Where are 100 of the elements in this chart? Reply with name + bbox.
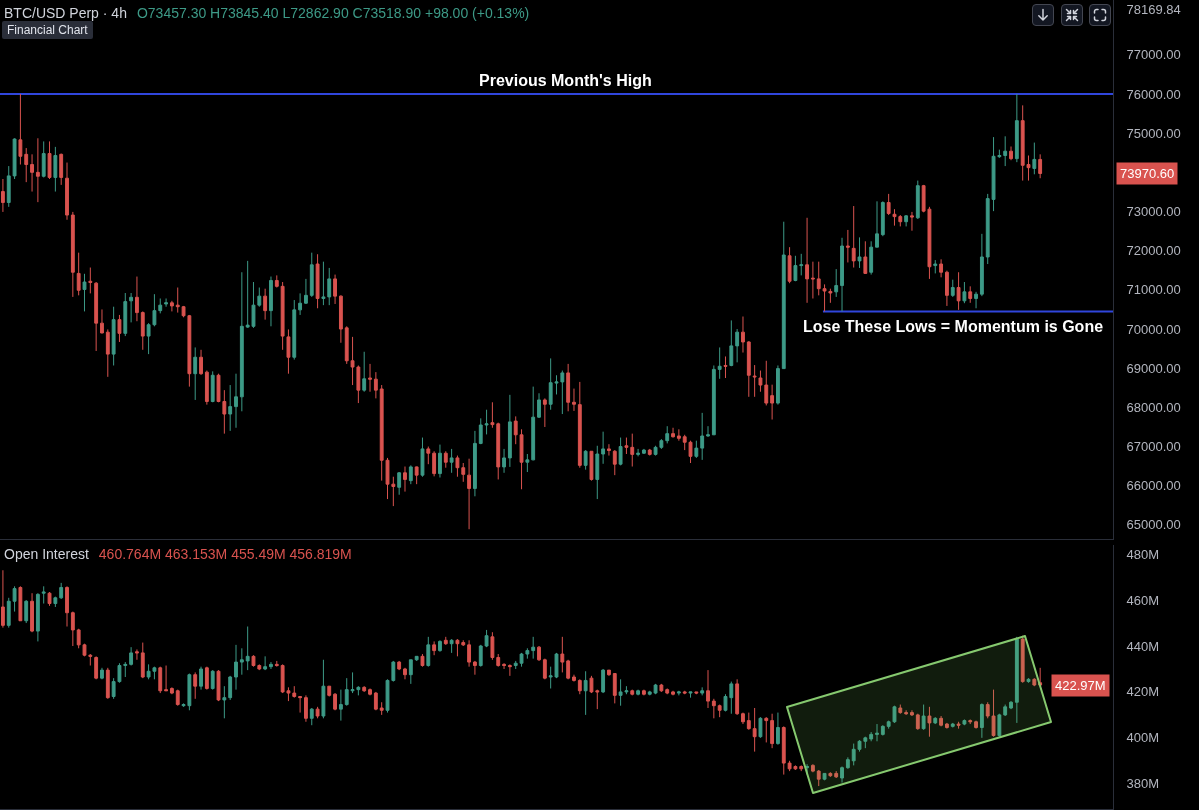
candlestick xyxy=(502,662,506,670)
candlestick xyxy=(490,631,495,661)
candlestick xyxy=(636,689,641,695)
candlestick xyxy=(956,271,961,311)
candlestick xyxy=(76,252,81,296)
candlestick xyxy=(274,660,279,668)
candlestick xyxy=(65,585,69,627)
candlestick xyxy=(647,449,652,457)
candlestick xyxy=(65,162,69,221)
candlestick xyxy=(0,569,5,629)
candlestick xyxy=(898,704,903,715)
candlestick xyxy=(234,644,238,691)
candlestick xyxy=(59,153,64,186)
candlestick xyxy=(636,448,641,457)
candlestick xyxy=(426,636,431,668)
candlestick xyxy=(688,691,693,699)
candlestick xyxy=(752,707,757,753)
candlestick xyxy=(531,636,536,660)
candlestick xyxy=(234,373,238,429)
candlestick xyxy=(723,355,728,379)
candlestick xyxy=(595,445,600,500)
candlestick xyxy=(362,686,367,693)
candlestick xyxy=(531,386,536,461)
candlestick xyxy=(263,288,268,321)
candlestick xyxy=(601,668,606,694)
candlestick xyxy=(507,394,512,468)
candlestick xyxy=(869,240,874,276)
candlestick xyxy=(216,669,221,702)
candlestick xyxy=(426,446,431,465)
candlestick xyxy=(700,412,705,461)
candlestick xyxy=(840,237,844,312)
candlestick xyxy=(0,178,5,213)
candlestick xyxy=(1014,93,1019,163)
candlestick xyxy=(665,425,670,444)
annotation: Financial Chart xyxy=(2,21,93,39)
candlestick xyxy=(18,93,23,166)
candlestick xyxy=(706,669,710,709)
candlestick xyxy=(968,285,973,304)
candlestick xyxy=(904,214,909,227)
candlestick xyxy=(939,258,944,278)
ref-line-label: Lose These Lows = Momentum is Gone xyxy=(803,318,1104,335)
candlestick xyxy=(974,291,978,309)
candlestick xyxy=(222,685,227,719)
candlestick xyxy=(799,766,804,772)
candlestick xyxy=(612,449,617,476)
candlestick xyxy=(577,381,582,469)
candlestick xyxy=(939,715,944,727)
candlestick xyxy=(869,731,874,742)
candlestick xyxy=(53,596,58,608)
candlestick xyxy=(787,246,792,284)
candlestick xyxy=(583,670,588,716)
candlestick xyxy=(397,471,402,496)
candlestick xyxy=(408,659,413,685)
candlestick xyxy=(82,273,87,312)
candlestick xyxy=(1009,700,1013,710)
candlestick xyxy=(816,769,821,787)
candlestick xyxy=(1014,636,1019,724)
y-tick-label: 67000.00 xyxy=(1126,439,1181,455)
candlestick xyxy=(129,646,134,667)
candlestick xyxy=(933,259,938,274)
candlestick xyxy=(770,384,775,421)
candlestick xyxy=(298,696,303,714)
candlestick xyxy=(525,453,530,473)
candlestick xyxy=(968,718,973,725)
candlestick xyxy=(822,772,827,781)
candlestick xyxy=(164,297,168,308)
candlestick xyxy=(169,300,174,312)
candlestick xyxy=(478,417,483,445)
candlestick xyxy=(915,180,920,220)
candlestick xyxy=(542,397,547,428)
candlestick xyxy=(711,364,716,436)
candlestick xyxy=(711,698,716,719)
candlestick xyxy=(472,430,477,497)
candlestick xyxy=(496,653,501,668)
candlestick xyxy=(164,665,168,692)
y-tick-label: 66000.00 xyxy=(1126,478,1181,494)
candlestick xyxy=(420,653,425,668)
y-tick-label: 380M xyxy=(1126,776,1160,792)
candlestick xyxy=(309,252,314,298)
candlestick xyxy=(945,270,949,307)
candlestick xyxy=(443,450,448,469)
candlestick xyxy=(315,706,320,719)
candlestick xyxy=(24,599,29,624)
candlestick xyxy=(414,466,419,485)
candlestick xyxy=(397,660,402,671)
y-tick-label: 76000.00 xyxy=(1126,86,1181,102)
candlestick xyxy=(915,713,920,731)
candlestick xyxy=(1026,677,1031,684)
candlestick xyxy=(676,690,681,696)
candlestick xyxy=(776,712,780,746)
candlestick xyxy=(414,655,419,662)
candlestick xyxy=(239,271,244,412)
candlestick xyxy=(641,690,646,696)
candlestick xyxy=(1009,146,1013,161)
candlestick xyxy=(560,636,565,673)
candlestick xyxy=(105,667,110,700)
candlestick xyxy=(630,690,635,696)
candlestick xyxy=(438,639,442,653)
candlestick xyxy=(537,645,541,662)
candlestick xyxy=(379,701,384,716)
